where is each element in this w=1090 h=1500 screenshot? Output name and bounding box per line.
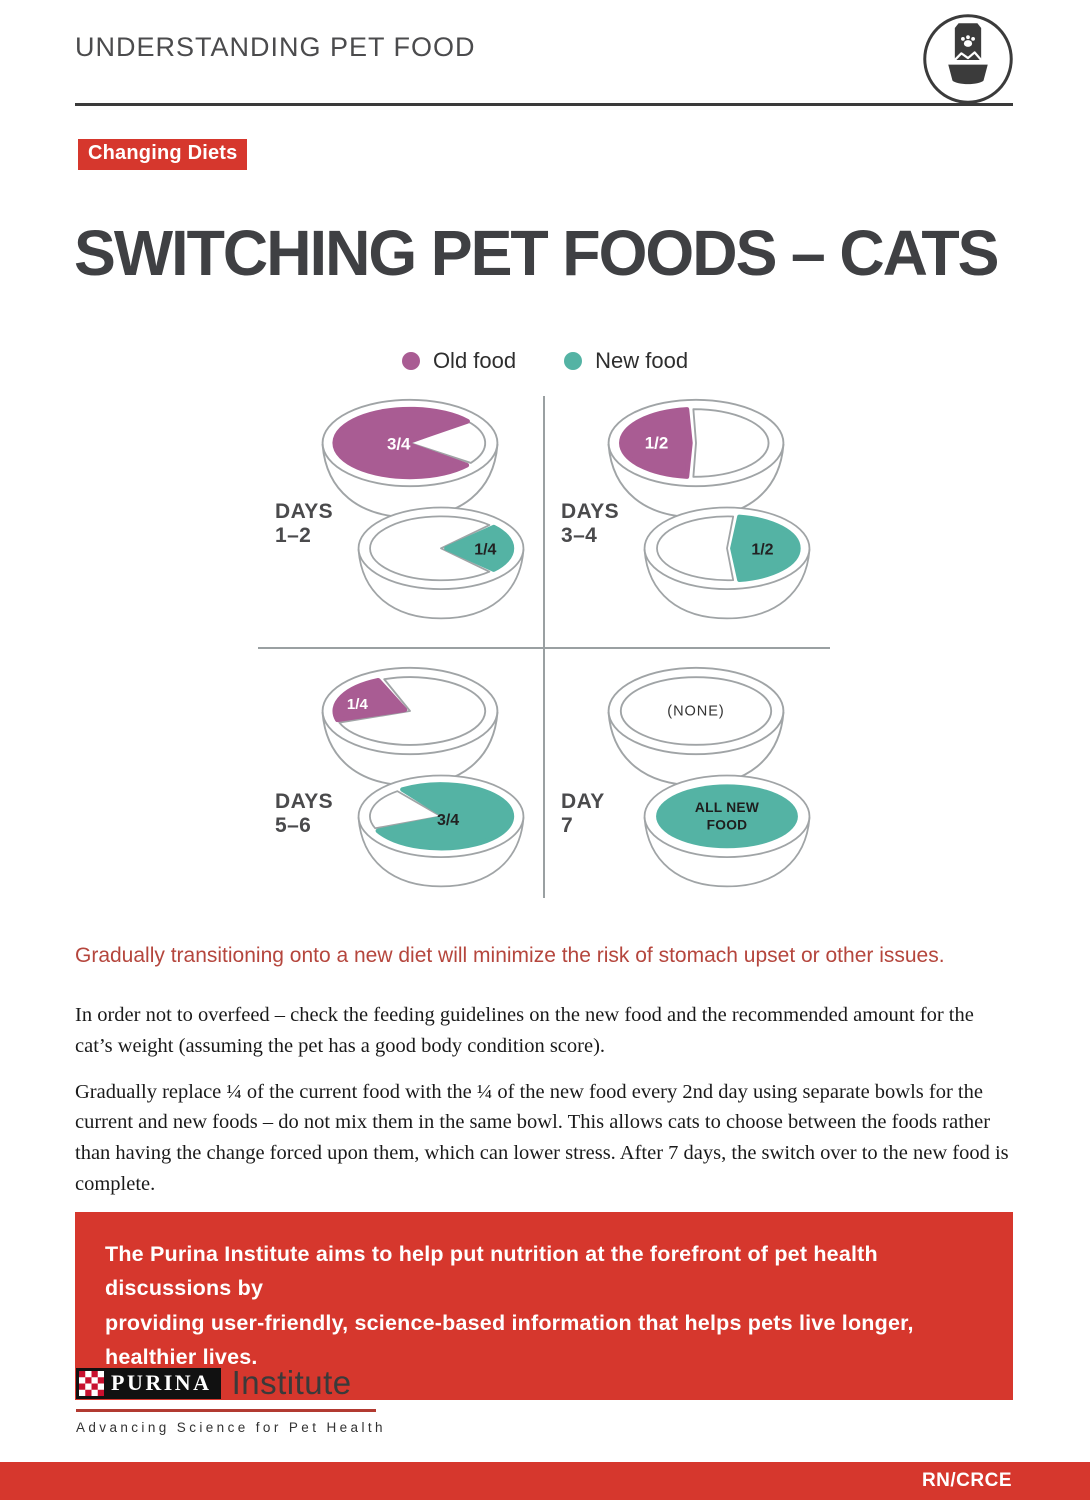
footer-bar: RN/CRCE <box>0 1462 1090 1500</box>
logo-tagline: Advancing Science for Pet Health <box>76 1419 386 1435</box>
quadrant-day-7: DAY 7 (NONE) ALL NEW FOOD <box>544 648 830 902</box>
old-food-bowl: (NONE) <box>602 664 790 805</box>
footer-code: RN/CRCE <box>921 1470 1012 1491</box>
quadrant-label: DAYS 1–2 <box>275 500 334 548</box>
quadrant-days-1-2: DAYS 1–2 3/4 1/4 <box>258 394 544 648</box>
new-food-bowl: 3/4 <box>352 772 530 905</box>
svg-text:(NONE): (NONE) <box>667 704 724 720</box>
new-food-bowl: 1/2 <box>638 504 816 637</box>
legend-item-new-food: New food <box>564 348 688 374</box>
new-food-bowl: ALL NEW FOOD <box>638 772 816 905</box>
purina-institute-logo: PURINA Institute Advancing Science for P… <box>76 1364 386 1435</box>
new-food-bowl: 1/4 <box>352 504 530 637</box>
svg-text:1/4: 1/4 <box>474 542 496 559</box>
page-header-title: UNDERSTANDING PET FOOD <box>75 32 476 62</box>
new-food-dot-icon <box>564 352 583 370</box>
legend-label: Old food <box>432 348 517 373</box>
mission-banner: The Purina Institute aims to help put nu… <box>75 1212 1013 1400</box>
quadrant-label: DAYS 3–4 <box>561 500 620 548</box>
svg-text:1/4: 1/4 <box>347 696 369 713</box>
header-divider <box>75 103 1013 106</box>
highlight-sentence: Gradually transitioning onto a new diet … <box>75 944 945 967</box>
legend: Old food New food <box>0 348 1090 374</box>
pet-food-bag-and-bowl-icon <box>921 12 1015 106</box>
svg-text:1/2: 1/2 <box>645 434 669 453</box>
diagram-horizontal-divider <box>258 647 830 649</box>
svg-text:3/4: 3/4 <box>387 435 411 454</box>
page-title: SWITCHING PET FOODS – CATS <box>74 217 1000 289</box>
paragraph: Gradually replace ¼ of the current food … <box>75 1080 1009 1195</box>
category-badge: Changing Diets <box>78 139 248 170</box>
old-food-dot-icon <box>401 352 420 370</box>
quadrant-label: DAYS 5–6 <box>275 790 334 838</box>
svg-text:1/2: 1/2 <box>751 542 773 559</box>
old-food-bowl: 3/4 <box>316 396 504 537</box>
checkerboard-icon <box>79 1370 104 1396</box>
transition-diagram: DAYS 1–2 3/4 1/4 DAYS 3–4 1/2 1/2 DAYS 5–6 1/… <box>258 394 830 902</box>
old-food-bowl: 1/4 <box>316 664 504 805</box>
purina-brand-text: PURINA <box>111 1370 212 1395</box>
legend-item-old-food: Old food <box>401 348 517 374</box>
purina-wordmark: PURINA <box>76 1367 221 1399</box>
old-food-bowl: 1/2 <box>602 396 790 537</box>
banner-line: The Purina Institute aims to help put nu… <box>105 1242 878 1301</box>
quadrant-label: DAY 7 <box>561 790 605 838</box>
institute-text: Institute <box>231 1364 352 1401</box>
quadrant-days-5-6: DAYS 5–6 1/4 3/4 <box>258 648 544 902</box>
logo-divider <box>76 1409 376 1412</box>
quadrant-days-3-4: DAYS 3–4 1/2 1/2 <box>544 394 830 648</box>
svg-text:3/4: 3/4 <box>437 812 459 829</box>
legend-label: New food <box>595 348 689 373</box>
body-copy: In order not to overfeed – check the fee… <box>75 1000 1015 1260</box>
banner-line: providing user-friendly, science-based i… <box>105 1310 914 1370</box>
paragraph: In order not to overfeed – check the fee… <box>75 1004 974 1057</box>
